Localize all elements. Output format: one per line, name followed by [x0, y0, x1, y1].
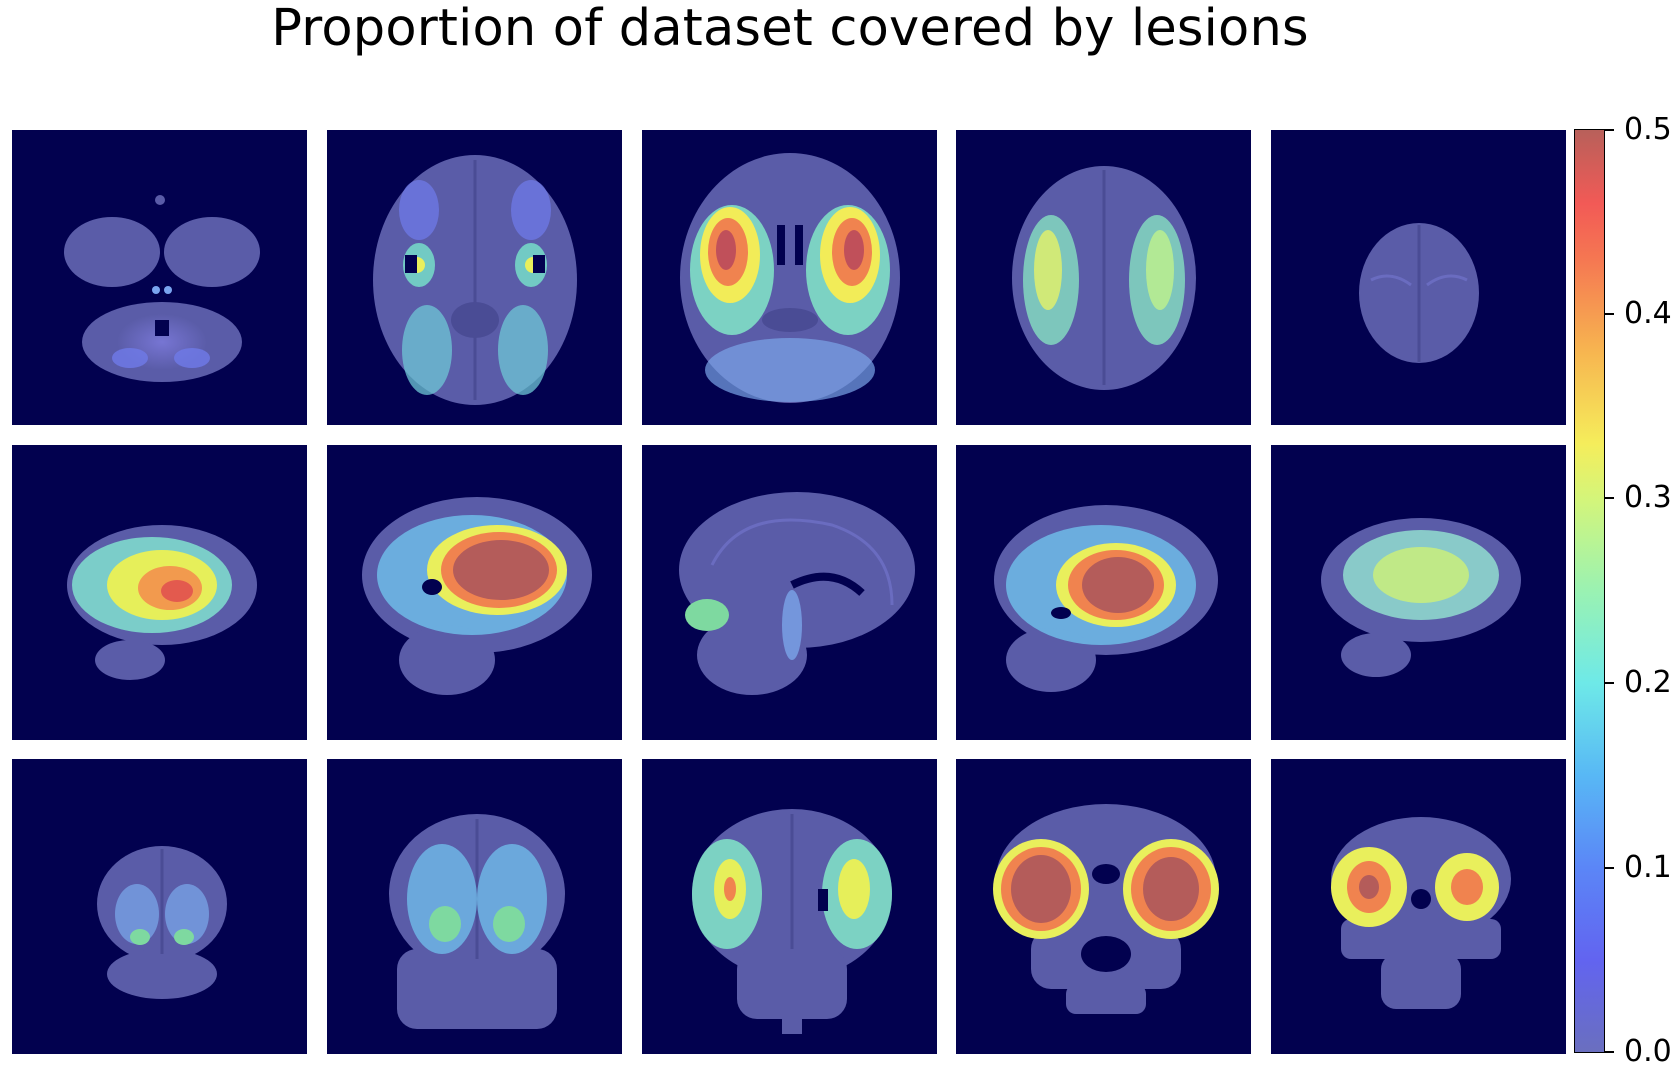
colorbar-label-0-5: 0.5: [1624, 112, 1672, 147]
colorbar-tick: [1605, 129, 1614, 131]
axial-slice-3: [641, 130, 937, 425]
coronal-slice-5: [1271, 759, 1566, 1054]
axial-slice-1: [12, 130, 307, 425]
figure-title: Proportion of dataset covered by lesions: [271, 0, 1309, 58]
coronal-slice-4: [956, 759, 1252, 1054]
colorbar-tick: [1605, 1051, 1614, 1053]
brain-slice-grid: [12, 130, 1566, 1054]
sagittal-slice-5: [1271, 444, 1566, 740]
coronal-slice-2: [326, 759, 622, 1054]
axial-slice-2: [326, 130, 622, 425]
colorbar-label-0-1: 0.1: [1624, 850, 1672, 885]
colorbar-label-0-3: 0.3: [1624, 480, 1672, 515]
axial-slice-4: [956, 130, 1252, 425]
colorbar-label-0-4: 0.4: [1624, 296, 1672, 331]
axial-slice-5: [1271, 130, 1566, 425]
colorbar-tick: [1605, 867, 1614, 869]
colorbar-tick: [1605, 313, 1614, 315]
coronal-slice-3: [641, 759, 937, 1054]
colorbar-label-0-2: 0.2: [1624, 665, 1672, 700]
sagittal-slice-2: [326, 444, 622, 740]
colorbar-tick: [1605, 682, 1614, 684]
sagittal-slice-3: [641, 444, 937, 740]
sagittal-slice-1: [12, 444, 307, 740]
coronal-slice-1: [12, 759, 307, 1054]
colorbar-label-0-0: 0.0: [1624, 1034, 1672, 1069]
colorbar-tick: [1605, 497, 1614, 499]
sagittal-slice-4: [956, 444, 1252, 740]
colorbar: [1574, 129, 1605, 1053]
